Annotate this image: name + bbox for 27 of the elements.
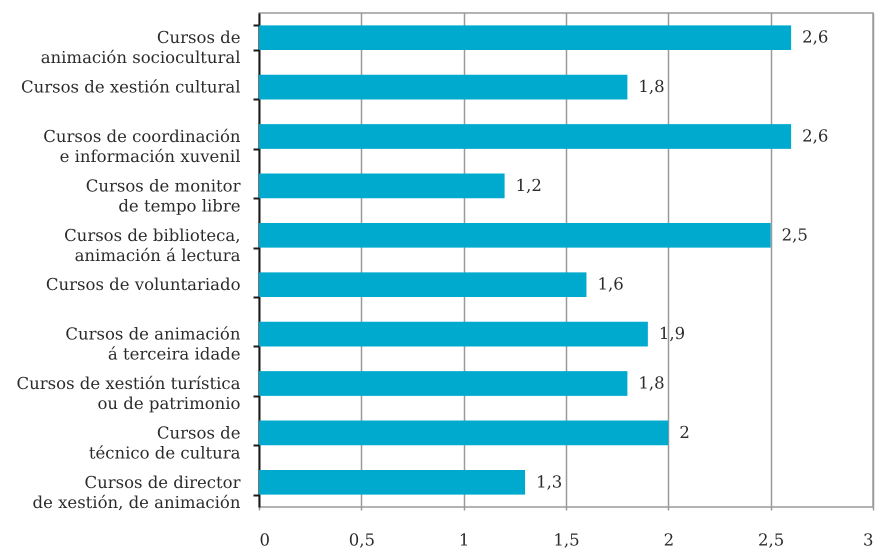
data-label: 1,8 bbox=[638, 77, 665, 96]
y-tick-label: Cursos de xestión cultural bbox=[21, 78, 240, 97]
data-label: 2 bbox=[679, 422, 690, 442]
data-label: 2,6 bbox=[802, 126, 828, 146]
data-label: 1,9 bbox=[658, 324, 686, 344]
data-label: 2,6 bbox=[802, 28, 828, 47]
x-tick-label: 2,5 bbox=[758, 530, 784, 550]
y-tick-label: Cursos de biblioteca, animación á lectura bbox=[64, 226, 241, 265]
data-label: 1,3 bbox=[536, 472, 562, 492]
x-tick-label: 0 bbox=[260, 530, 270, 550]
y-tick-label: Cursos de voluntariado bbox=[46, 275, 241, 294]
y-tick-label: Cursos de xestión turística ou de patrimonio bbox=[16, 374, 241, 413]
data-label: 1,2 bbox=[516, 176, 542, 195]
y-tick-label: Cursos de director de xestión, de animación bbox=[32, 472, 241, 512]
data-label: 1,6 bbox=[597, 274, 624, 294]
y-tick-label: Cursos de animación á terceira idade bbox=[65, 324, 241, 364]
x-tick-label: 2 bbox=[664, 530, 674, 550]
y-tick-label: Cursos de coordinación e información xuvenil bbox=[43, 127, 241, 166]
y-tick-label: Cursos de técnico de cultura bbox=[88, 423, 241, 462]
y-tick-label: Cursos de animación sociocultural bbox=[40, 28, 240, 68]
data-label: 2,5 bbox=[782, 225, 808, 244]
y-tick-label: Cursos de monitor de tempo libre bbox=[86, 176, 241, 216]
x-tick-label: 3 bbox=[863, 530, 874, 550]
data-label: 1,8 bbox=[638, 374, 665, 392]
x-tick-label: 1,5 bbox=[553, 530, 580, 550]
x-tick-label: 1 bbox=[458, 530, 470, 550]
x-tick-label: 0,5 bbox=[348, 530, 375, 550]
